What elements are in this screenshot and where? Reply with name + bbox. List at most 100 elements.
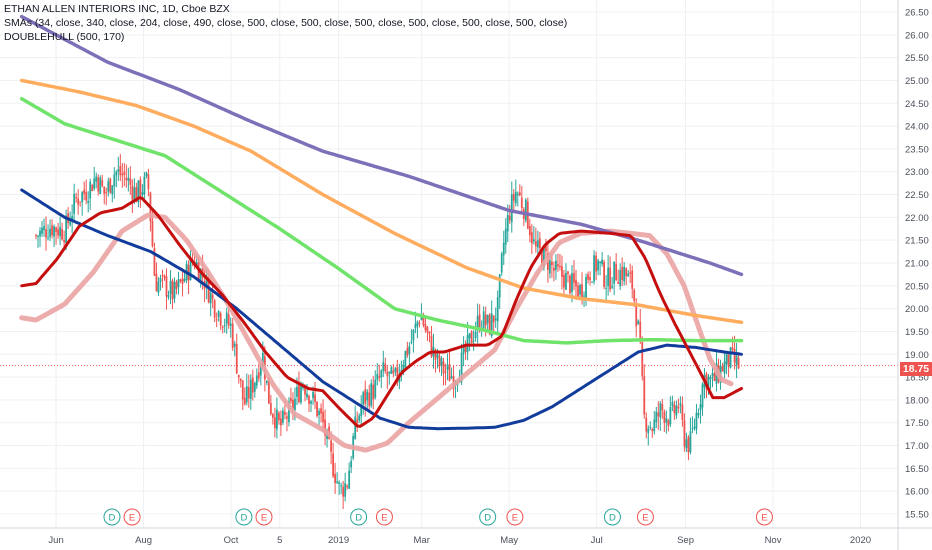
candle-body — [530, 232, 533, 244]
candle-body — [589, 277, 591, 281]
candle-body — [294, 398, 296, 411]
dividend-marker[interactable]: D — [235, 508, 253, 526]
candle-body — [273, 417, 276, 429]
candle-body — [75, 197, 78, 199]
candle-body — [338, 482, 341, 484]
y-tick-label: 23.00 — [905, 167, 929, 178]
candle-body — [450, 376, 453, 379]
x-tick-label: Aug — [135, 535, 152, 546]
candle-body — [127, 177, 130, 181]
earnings-marker[interactable]: E — [375, 508, 393, 526]
candle-body — [109, 178, 112, 193]
candle-body — [257, 372, 260, 379]
candle-body — [227, 314, 230, 326]
candle-body — [155, 274, 158, 292]
legend-smas[interactable]: SMAs (34, close, 340, close, 204, close,… — [4, 17, 568, 29]
earnings-marker[interactable]: E — [255, 508, 273, 526]
y-tick-label: 22.00 — [905, 213, 929, 224]
candle-body — [645, 417, 648, 432]
candle-body — [261, 352, 264, 367]
y-tick-label: 20.50 — [905, 281, 929, 292]
candle-body — [418, 322, 421, 324]
candle-body — [478, 314, 481, 330]
y-tick-label: 26.50 — [905, 8, 929, 19]
y-tick-label: 26.00 — [905, 30, 929, 41]
candle-body — [394, 368, 397, 372]
dividend-marker[interactable]: D — [103, 508, 121, 526]
candle-body — [440, 358, 443, 366]
candle-body — [561, 266, 563, 277]
candle-body — [189, 257, 192, 280]
candle-body — [324, 419, 326, 436]
candle-body — [43, 226, 45, 231]
candle-body — [691, 428, 694, 430]
dividend-marker[interactable]: D — [603, 508, 621, 526]
candle-body — [259, 366, 262, 376]
candle-body — [663, 411, 666, 423]
candle-body — [143, 176, 146, 195]
earnings-marker[interactable]: E — [506, 508, 524, 526]
candle-body — [253, 382, 256, 392]
candle-body — [344, 483, 347, 497]
dividend-marker[interactable]: D — [479, 508, 497, 526]
series-line-hull-red[interactable] — [20, 196, 743, 428]
candle-body — [446, 364, 449, 370]
candle-body — [605, 287, 608, 289]
y-tick-label: 24.50 — [905, 99, 929, 110]
candle-body — [318, 410, 320, 415]
dividend-marker[interactable]: D — [350, 508, 368, 526]
candle-body — [647, 428, 650, 434]
earnings-marker[interactable]: E — [755, 508, 773, 526]
earnings-marker[interactable]: E — [636, 508, 654, 526]
candle-body — [569, 275, 571, 294]
series-line-hull-pink[interactable] — [19, 212, 734, 453]
candle-body — [105, 192, 108, 194]
earnings-marker[interactable]: E — [123, 508, 141, 526]
candle-body — [462, 346, 465, 354]
candle-body — [271, 414, 274, 418]
candle-body — [233, 343, 236, 347]
candle-body — [63, 239, 66, 243]
candle-body — [468, 333, 471, 339]
candle-body — [53, 226, 55, 237]
candle-body — [173, 281, 176, 299]
candle-body — [474, 331, 477, 339]
candle-body — [131, 185, 134, 200]
candle-body — [139, 179, 142, 198]
candle-body — [306, 393, 308, 398]
candle-body — [460, 352, 463, 383]
candle-body — [506, 214, 509, 232]
candle-body — [621, 267, 624, 280]
candle-body — [559, 265, 561, 268]
candle-body — [544, 245, 547, 252]
candle-body — [416, 321, 419, 327]
series-line-sma-blue[interactable] — [20, 188, 743, 431]
candle-body — [390, 367, 393, 374]
candle-body — [623, 266, 626, 282]
candle-body — [464, 343, 467, 352]
candle-body — [549, 259, 551, 274]
candle-body — [314, 394, 316, 402]
legend-doublehull[interactable]: DOUBLEHULL (500, 170) — [4, 31, 125, 43]
candle-body — [330, 440, 332, 452]
candle-body — [679, 403, 682, 406]
candle-body — [111, 185, 114, 195]
series-line-sma-green[interactable] — [19, 96, 744, 345]
candle-body — [225, 312, 228, 324]
y-tick-label: 16.50 — [905, 464, 929, 475]
candle-body — [354, 416, 357, 439]
candle-body — [209, 292, 212, 304]
candle-body — [336, 481, 339, 483]
candle-body — [721, 366, 724, 372]
candle-body — [267, 377, 270, 404]
candle-body — [249, 379, 252, 399]
series-line-sma-orange[interactable] — [19, 78, 744, 325]
candle-body — [609, 267, 612, 290]
candle-body — [141, 192, 144, 195]
candle-body — [123, 171, 126, 175]
candle-body — [518, 192, 521, 196]
